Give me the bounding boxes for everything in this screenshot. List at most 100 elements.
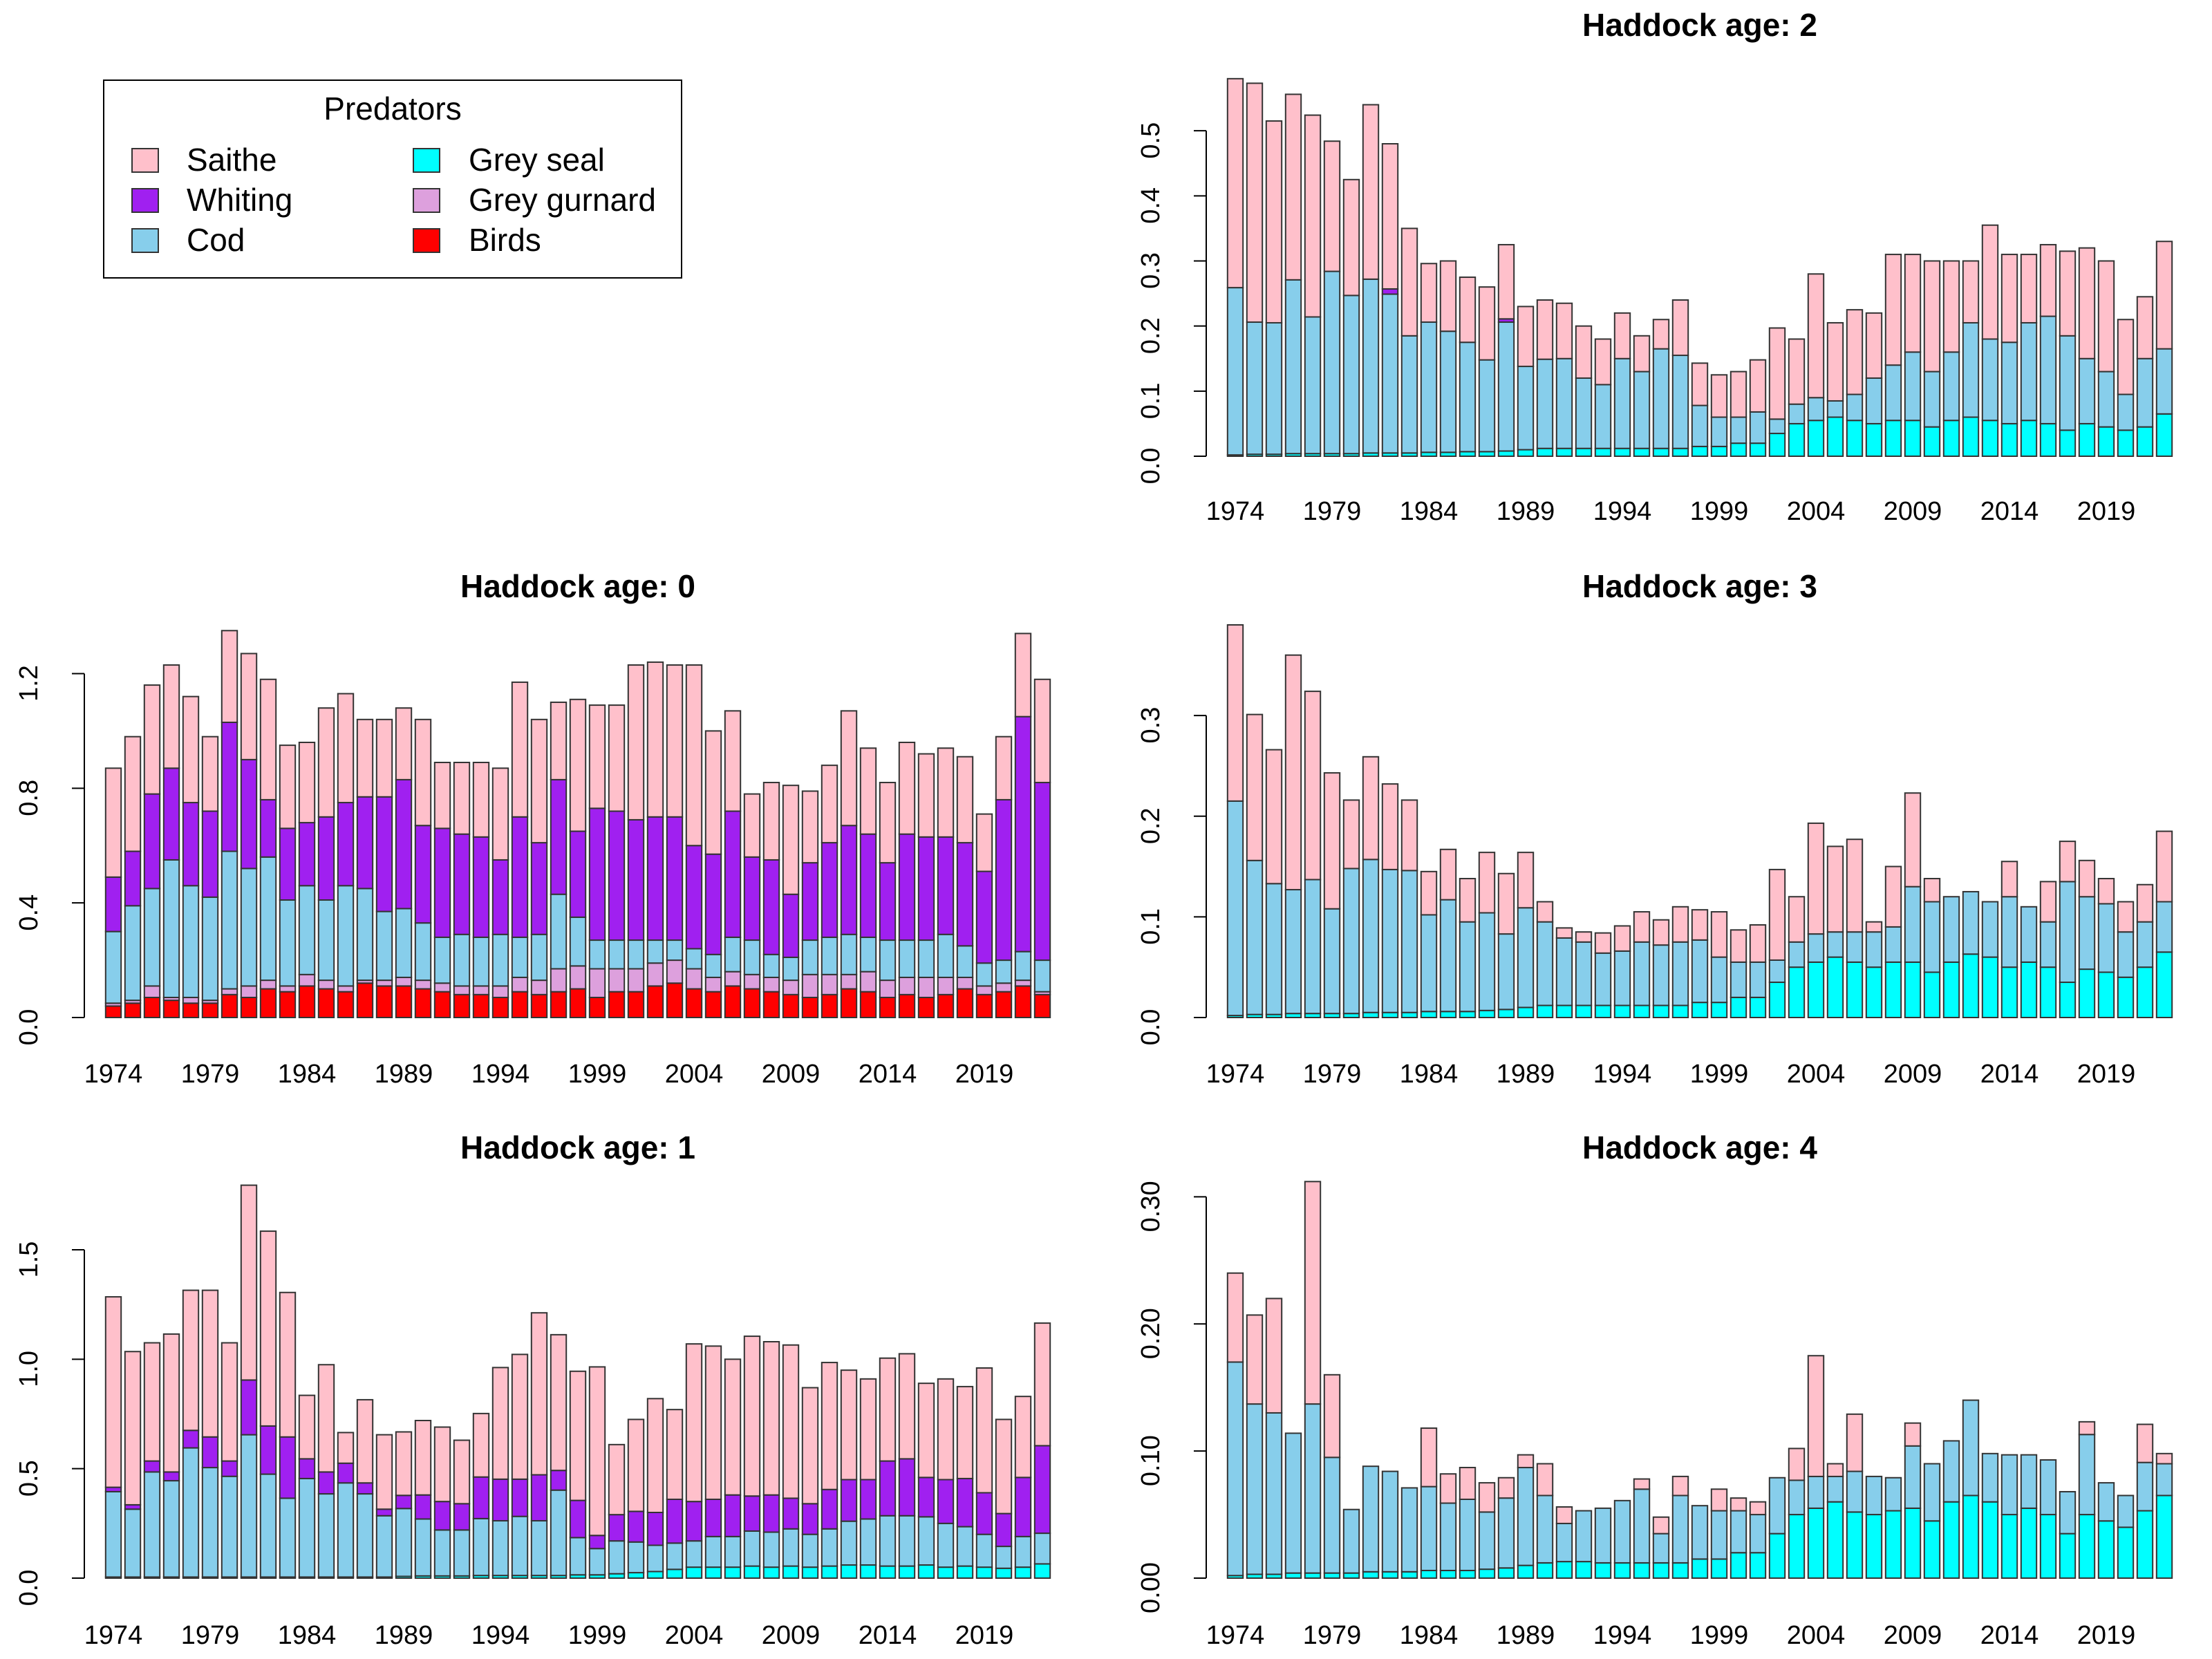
bar-saithe-1990 bbox=[1536, 901, 1554, 923]
bar-cod-1985 bbox=[317, 899, 335, 982]
bar-cod-2000 bbox=[1730, 961, 1747, 998]
bar-cod-1988 bbox=[1497, 1497, 1515, 1569]
bar-cod-2002 bbox=[1768, 1477, 1786, 1535]
bar-saithe-2018 bbox=[956, 756, 974, 844]
bar-whiting-2008 bbox=[762, 859, 780, 955]
x-tick-label: 1979 bbox=[181, 1060, 240, 1089]
bar-cod-2018 bbox=[2078, 896, 2096, 971]
bar-saithe-1988 bbox=[1497, 872, 1515, 935]
bar-grey-seal-2011 bbox=[1942, 1501, 1960, 1579]
bar-saithe-1974 bbox=[1226, 1272, 1244, 1363]
bar-birds-1988 bbox=[375, 985, 393, 1019]
bar-saithe-1980 bbox=[221, 1342, 238, 1462]
bar-cod-1989 bbox=[395, 908, 413, 978]
bar-cod-2008 bbox=[762, 1531, 780, 1568]
bar-grey-seal-2016 bbox=[917, 1564, 935, 1579]
x-tick-label: 1999 bbox=[1690, 1621, 1749, 1650]
bar-saithe-1983 bbox=[1400, 799, 1418, 872]
bar-grey-seal-2010 bbox=[801, 1566, 819, 1579]
bar-grey-seal-2022 bbox=[2155, 413, 2173, 457]
bar-whiting-1978 bbox=[182, 1430, 200, 1449]
bar-saithe-2014 bbox=[879, 782, 897, 864]
bar-saithe-1998 bbox=[1691, 362, 1709, 406]
bar-grey-seal-1994 bbox=[1613, 447, 1631, 458]
bars bbox=[1226, 1181, 2173, 1580]
bar-whiting-1983 bbox=[279, 827, 297, 901]
bar-saithe-2017 bbox=[937, 1378, 955, 1481]
bar-grey-seal-1985 bbox=[1439, 1011, 1457, 1019]
bar-grey-seal-2018 bbox=[2078, 422, 2096, 457]
bar-cod-2007 bbox=[1865, 931, 1883, 968]
bar-saithe-2007 bbox=[743, 793, 761, 858]
y-axis: 0.0 0.1 0.2 0.3 0.4 0.5 bbox=[1136, 122, 1207, 484]
bar-saithe-1997 bbox=[550, 701, 568, 780]
bar-cod-2012 bbox=[1962, 1399, 1980, 1497]
bar-cod-2004 bbox=[685, 1540, 703, 1568]
bar-cod-1992 bbox=[453, 1529, 471, 1577]
bar-grey-seal-2010 bbox=[1923, 971, 1941, 1018]
bar-whiting-2007 bbox=[743, 856, 761, 941]
bar-cod-2021 bbox=[1014, 950, 1032, 982]
bar-cod-1983 bbox=[279, 899, 297, 987]
bar-saithe-2003 bbox=[666, 1409, 684, 1501]
bar-saithe-1991 bbox=[433, 1426, 451, 1503]
bar-whiting-1996 bbox=[530, 842, 548, 935]
bar-saithe-1978 bbox=[1304, 1181, 1322, 1405]
bar-whiting-1999 bbox=[588, 807, 606, 941]
bar-saithe-2015 bbox=[898, 1353, 916, 1460]
bar-grey-seal-2005 bbox=[704, 1566, 722, 1579]
x-tick-label: 2019 bbox=[2077, 497, 2136, 526]
bar-saithe-1997 bbox=[1671, 1475, 1689, 1497]
bar-saithe-1998 bbox=[569, 698, 587, 832]
legend-label-whiting: Whiting bbox=[187, 182, 292, 218]
bar-grey-seal-2014 bbox=[2000, 1514, 2018, 1580]
x-tick-label: 1974 bbox=[84, 1060, 143, 1089]
bar-whiting-1991 bbox=[433, 1501, 451, 1531]
bar-birds-2007 bbox=[743, 988, 761, 1019]
bar-saithe-2019 bbox=[2097, 878, 2115, 905]
bar-whiting-2002 bbox=[646, 1512, 664, 1546]
x-tick-label: 1989 bbox=[375, 1621, 433, 1650]
bar-saithe-2018 bbox=[2078, 859, 2096, 898]
bar-grey-seal-2000 bbox=[1730, 1552, 1747, 1579]
bar-cod-2022 bbox=[1033, 959, 1051, 993]
bar-birds-1982 bbox=[259, 988, 277, 1019]
bar-whiting-2000 bbox=[608, 1514, 626, 1542]
y-tick-label: 0.1 bbox=[1136, 908, 1165, 945]
bar-birds-1981 bbox=[240, 996, 258, 1018]
x-tick-label: 2004 bbox=[1787, 497, 1846, 526]
bar-birds-2018 bbox=[956, 988, 974, 1019]
bar-saithe-2006 bbox=[724, 1358, 742, 1496]
x-axis: 1974 1979 1984 1989 1994 1999 2004 2009 2014 2019 bbox=[1206, 1060, 2136, 1089]
bar-birds-1975 bbox=[124, 1002, 142, 1019]
bar-whiting-2001 bbox=[627, 1510, 645, 1543]
bar-grey-seal-2006 bbox=[1846, 420, 1864, 458]
bar-cod-2006 bbox=[724, 936, 742, 973]
bar-cod-1981 bbox=[1362, 1465, 1380, 1573]
bar-saithe-2022 bbox=[1033, 678, 1051, 784]
bar-saithe-1991 bbox=[1555, 302, 1573, 359]
x-tick-label: 2009 bbox=[762, 1060, 821, 1089]
bar-cod-1996 bbox=[1652, 944, 1670, 1006]
bar-cod-2010 bbox=[801, 1533, 819, 1568]
bar-saithe-1987 bbox=[1478, 1482, 1496, 1513]
bar-grey-gurnard-1990 bbox=[414, 980, 432, 990]
bar-grey-gurnard-2000 bbox=[608, 968, 626, 993]
bar-grey-seal-2005 bbox=[1826, 956, 1844, 1018]
bar-grey-gurnard-1985 bbox=[317, 980, 335, 990]
bar-saithe-1987 bbox=[356, 718, 374, 798]
bar-whiting-1998 bbox=[569, 1499, 587, 1539]
bar-cod-1995 bbox=[1633, 1488, 1651, 1564]
bar-grey-seal-2012 bbox=[1962, 953, 1980, 1018]
bar-grey-seal-1986 bbox=[1459, 1569, 1477, 1579]
bar-cod-2020 bbox=[2117, 393, 2135, 431]
chart-haddock-age-2: Haddock age: 2 0.0 0.1 0.2 0.3 0.4 0.5 1974 1979… bbox=[1136, 7, 2173, 526]
bar-cod-1990 bbox=[414, 1518, 432, 1577]
bar-birds-2020 bbox=[995, 991, 1013, 1018]
y-tick-label: 0.3 bbox=[1136, 707, 1165, 744]
bar-saithe-2009 bbox=[1904, 1422, 1922, 1447]
bar-cod-1991 bbox=[1555, 357, 1573, 449]
bar-saithe-2017 bbox=[937, 747, 955, 838]
bar-saithe-1975 bbox=[124, 1351, 142, 1506]
